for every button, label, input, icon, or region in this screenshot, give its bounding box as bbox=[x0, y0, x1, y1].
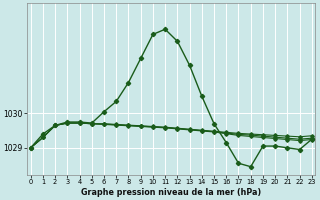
X-axis label: Graphe pression niveau de la mer (hPa): Graphe pression niveau de la mer (hPa) bbox=[81, 188, 261, 197]
